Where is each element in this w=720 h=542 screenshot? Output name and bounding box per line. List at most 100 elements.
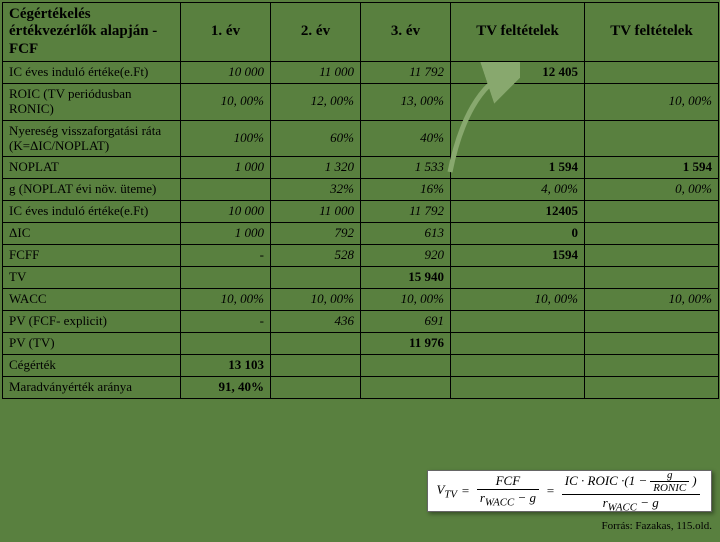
table-row: PV (TV) 11 976 (3, 332, 719, 354)
cell (451, 83, 585, 120)
cell: 91, 40% (181, 376, 271, 398)
cell: 613 (361, 223, 451, 245)
row-label: FCFF (3, 245, 181, 267)
cell: 920 (361, 245, 451, 267)
cell: 11 792 (361, 61, 451, 83)
cell: 10 000 (181, 201, 271, 223)
cell (585, 223, 719, 245)
cell (451, 376, 585, 398)
formula-lhs: VTV (436, 482, 457, 501)
cell: 10, 00% (451, 289, 585, 311)
cell: 691 (361, 311, 451, 333)
cell: 15 940 (361, 267, 451, 289)
cell (181, 179, 271, 201)
valuation-table: Cégértékelés értékvezérlők alapján - FCF… (2, 2, 719, 399)
cell (585, 354, 719, 376)
table-body: IC éves induló értéke(e.Ft)10 00011 0001… (3, 61, 719, 398)
cell: 4, 00% (451, 179, 585, 201)
cell: 792 (271, 223, 361, 245)
cell (361, 376, 451, 398)
row-label: g (NOPLAT évi növ. üteme) (3, 179, 181, 201)
cell (585, 311, 719, 333)
cell: 10 000 (181, 61, 271, 83)
cell (271, 354, 361, 376)
cell (451, 354, 585, 376)
formula-box: VTV = FCF rWACC − g = IC · ROIC · (1 − g… (427, 470, 712, 512)
row-label: ΔIC (3, 223, 181, 245)
table-row: FCFF-5289201594 (3, 245, 719, 267)
cell (585, 201, 719, 223)
cell (361, 354, 451, 376)
cell: 100% (181, 120, 271, 157)
table-row: PV (FCF- explicit)-436691 (3, 311, 719, 333)
table-row: g (NOPLAT évi növ. üteme)32%16%4, 00%0, … (3, 179, 719, 201)
cell: 1 533 (361, 157, 451, 179)
table-row: IC éves induló értéke(e.Ft)10 00011 0001… (3, 201, 719, 223)
cell: 12, 00% (271, 83, 361, 120)
header-title: Cégértékelés értékvezérlők alapján - FCF (3, 3, 181, 62)
row-label: NOPLAT (3, 157, 181, 179)
header-tv-1: TV feltételek (451, 3, 585, 62)
cell: 40% (361, 120, 451, 157)
cell: 528 (271, 245, 361, 267)
cell (585, 245, 719, 267)
table-row: IC éves induló értéke(e.Ft)10 00011 0001… (3, 61, 719, 83)
cell (451, 120, 585, 157)
cell: 1 594 (451, 157, 585, 179)
cell: 60% (271, 120, 361, 157)
table-row: TV 15 940 (3, 267, 719, 289)
row-label: TV (3, 267, 181, 289)
cell: 1 594 (585, 157, 719, 179)
cell (585, 120, 719, 157)
header-year-2: 2. év (271, 3, 361, 62)
table-row: Cégérték13 103 (3, 354, 719, 376)
cell: 10, 00% (585, 83, 719, 120)
cell: 11 792 (361, 201, 451, 223)
formula-frac-2: IC · ROIC · (1 − g RONIC ) rWACC − g (562, 469, 700, 514)
row-label: WACC (3, 289, 181, 311)
row-label: PV (FCF- explicit) (3, 311, 181, 333)
table-row: NOPLAT1 0001 3201 5331 5941 594 (3, 157, 719, 179)
cell: 13, 00% (361, 83, 451, 120)
row-label: Cégérték (3, 354, 181, 376)
cell: 11 976 (361, 332, 451, 354)
cell (451, 311, 585, 333)
cell (451, 267, 585, 289)
cell: 12405 (451, 201, 585, 223)
cell (585, 376, 719, 398)
cell: 10, 00% (181, 83, 271, 120)
cell: 10, 00% (181, 289, 271, 311)
row-label: PV (TV) (3, 332, 181, 354)
cell: 10, 00% (361, 289, 451, 311)
formula-frac-1: FCF rWACC − g (477, 473, 539, 509)
cell (181, 267, 271, 289)
cell (585, 61, 719, 83)
cell: 11 000 (271, 61, 361, 83)
table-row: ROIC (TV periódusban RONIC)10, 00%12, 00… (3, 83, 719, 120)
cell: - (181, 311, 271, 333)
cell: 1 320 (271, 157, 361, 179)
header-year-3: 3. év (361, 3, 451, 62)
cell (451, 332, 585, 354)
row-label: Maradványérték aránya (3, 376, 181, 398)
row-label: ROIC (TV periódusban RONIC) (3, 83, 181, 120)
cell: 0, 00% (585, 179, 719, 201)
cell (585, 332, 719, 354)
row-label: IC éves induló értéke(e.Ft) (3, 61, 181, 83)
table-row: WACC10, 00%10, 00%10, 00%10, 00%10, 00% (3, 289, 719, 311)
row-label: IC éves induló értéke(e.Ft) (3, 201, 181, 223)
header-year-1: 1. év (181, 3, 271, 62)
table-row: ΔIC1 0007926130 (3, 223, 719, 245)
table-row: Nyereség visszaforgatási ráta (K=ΔIC/NOP… (3, 120, 719, 157)
cell (271, 376, 361, 398)
cell: - (181, 245, 271, 267)
cell (585, 267, 719, 289)
row-label: Nyereség visszaforgatási ráta (K=ΔIC/NOP… (3, 120, 181, 157)
header-tv-2: TV feltételek (585, 3, 719, 62)
cell: 10, 00% (271, 289, 361, 311)
cell: 32% (271, 179, 361, 201)
table-row: Maradványérték aránya91, 40% (3, 376, 719, 398)
cell: 1594 (451, 245, 585, 267)
cell: 13 103 (181, 354, 271, 376)
cell: 1 000 (181, 223, 271, 245)
